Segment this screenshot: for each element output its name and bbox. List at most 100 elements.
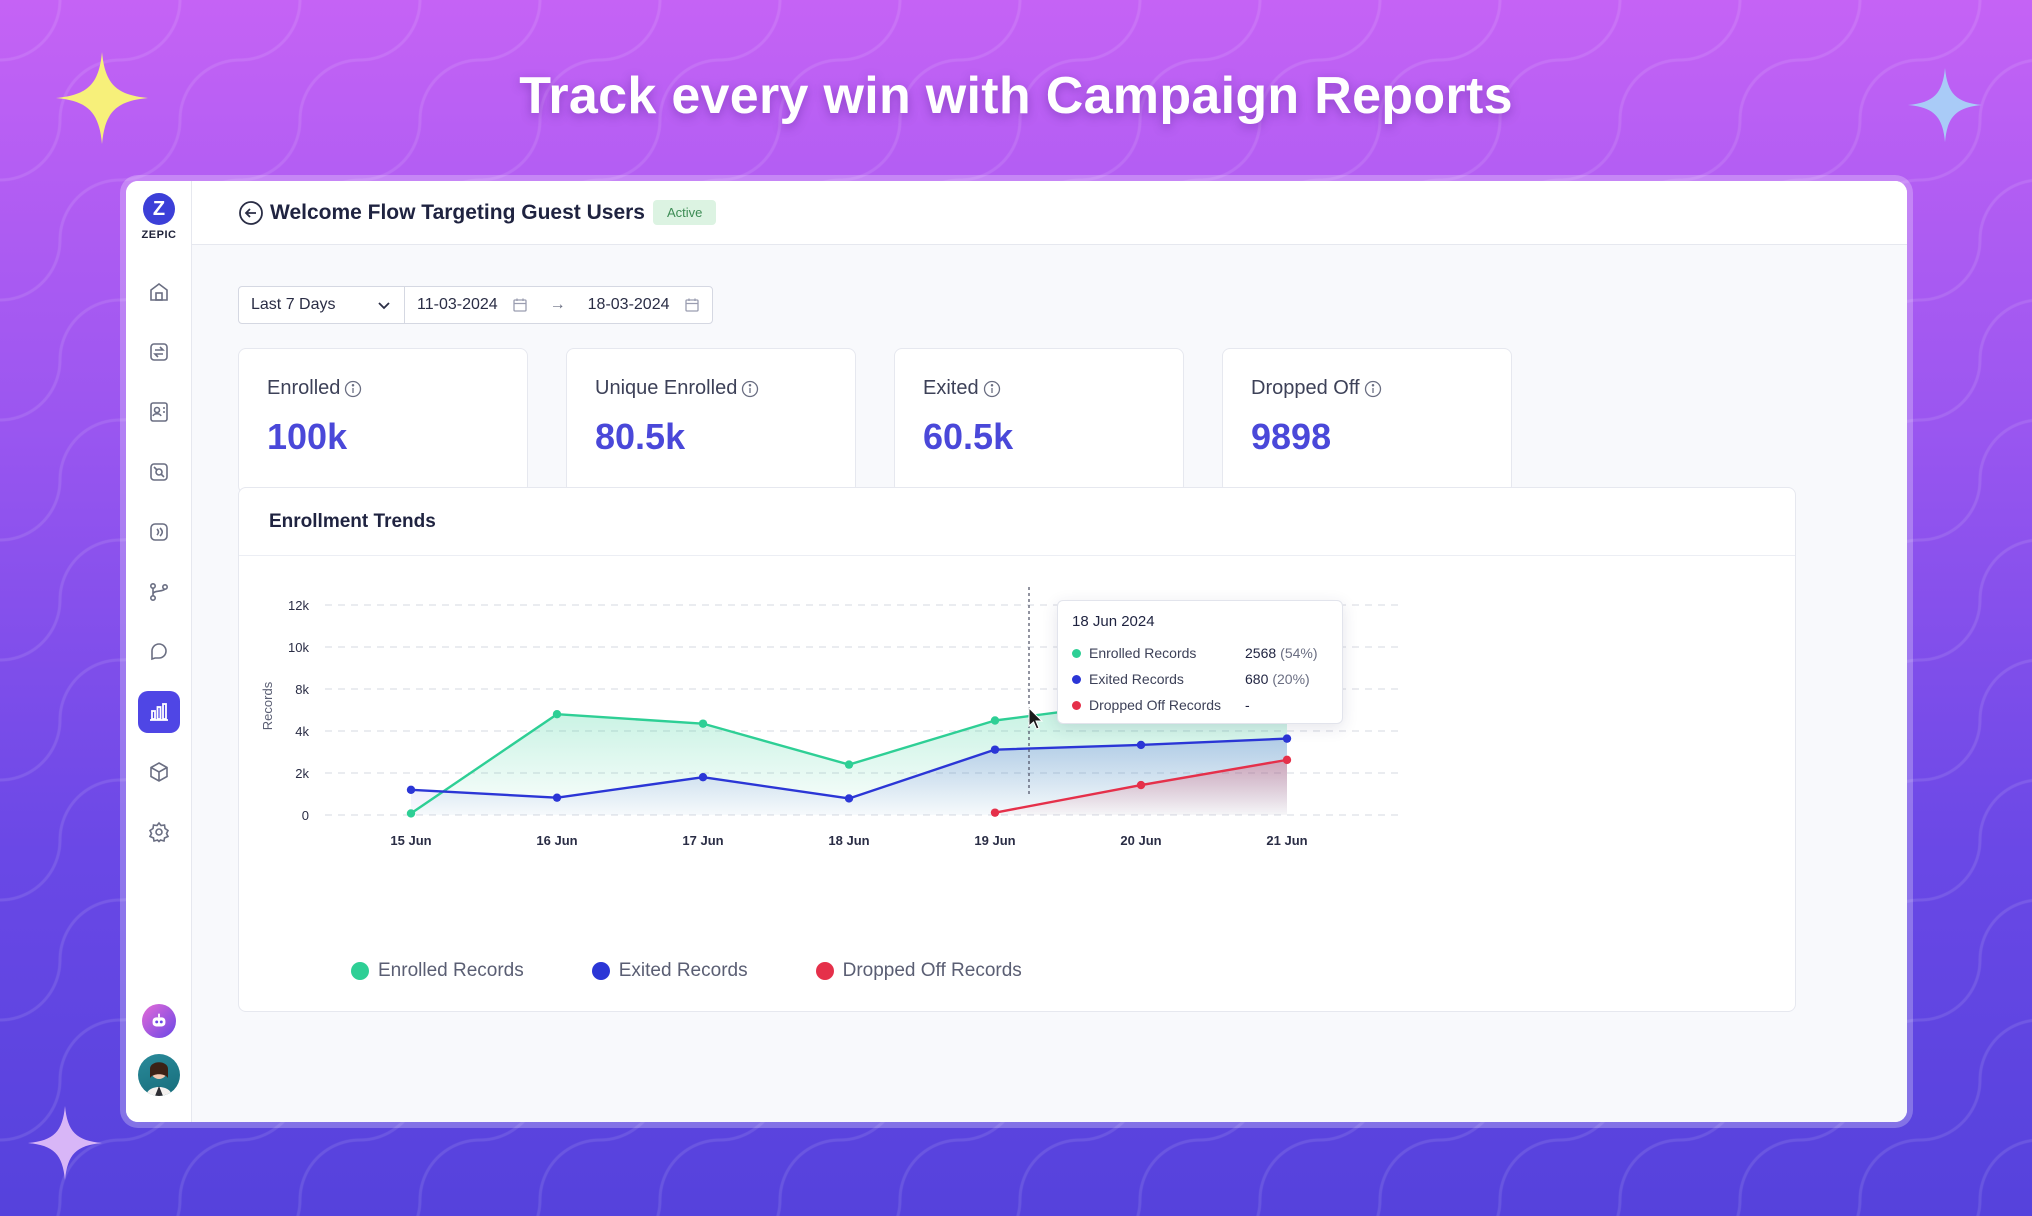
avatar[interactable]	[138, 1054, 180, 1096]
tooltip-row-exited: Exited Records 680 (20%)	[1072, 666, 1328, 692]
range-dropdown[interactable]: Last 7 Days	[239, 287, 405, 323]
legend-label: Exited Records	[618, 960, 748, 981]
stat-label: Exited	[923, 377, 979, 399]
y-tick-label: 8k	[295, 682, 309, 697]
info-icon[interactable]	[344, 380, 362, 398]
nav-contacts[interactable]	[138, 391, 180, 433]
info-icon[interactable]	[741, 380, 759, 398]
stats-row: Enrolled 100k Unique Enrolled 80.5k Exit…	[238, 348, 1512, 494]
start-date-input[interactable]: 11-03-2024	[405, 287, 540, 323]
legend-dot	[815, 962, 834, 980]
chart-title: Enrollment Trends	[239, 488, 1795, 556]
stat-card-enrolled: Enrolled 100k	[238, 348, 528, 494]
legend-dot	[351, 962, 369, 980]
legend-label: Enrolled Records	[378, 960, 524, 981]
channels-icon	[150, 523, 168, 541]
stat-label-row: Dropped Off	[1251, 377, 1483, 400]
settings-icon	[148, 821, 170, 843]
tooltip-series-name: Exited Records	[1089, 671, 1184, 687]
nav-reports[interactable]	[138, 691, 180, 733]
chevron-down-icon	[378, 302, 390, 310]
stat-value: 100k	[267, 416, 348, 457]
x-tick-label: 16 Jun	[536, 833, 577, 848]
conversations-icon	[151, 643, 167, 661]
legend-dot	[1072, 648, 1081, 658]
tooltip-row-enrolled: Enrolled Records 2568 (54%)	[1072, 640, 1328, 666]
end-date-input[interactable]: 18-03-2024	[576, 287, 712, 323]
date-filter: Last 7 Days 11-03-2024 → 18-03-2024	[238, 286, 713, 324]
data-point-exited	[698, 773, 708, 782]
x-tick-label: 18 Jun	[828, 833, 869, 848]
data-point-enrolled	[990, 716, 1000, 725]
data-point-enrolled	[406, 809, 416, 818]
start-date-value: 11-03-2024	[417, 296, 498, 313]
date-range-arrow: →	[549, 296, 566, 313]
brand-logo[interactable]: Z ZEPIC	[126, 193, 192, 241]
data-point-enrolled	[698, 719, 708, 728]
data-point-enrolled	[844, 760, 854, 769]
tooltip-series-pct: (54%)	[1280, 645, 1318, 661]
x-tick-label: 21 Jun	[1266, 833, 1307, 848]
legend-dot	[1072, 674, 1081, 684]
y-tick-label: 10k	[288, 640, 309, 655]
data-point-exited	[1282, 734, 1292, 743]
legend-item-dropped[interactable]: Dropped Off Records	[815, 960, 1022, 982]
enrollment-chart[interactable]: 0 2k 4k 8k 10k 12k Records 15 Jun 16 Jun 17 Jun 18…	[239, 556, 1795, 956]
tooltip-series-name: Enrolled Records	[1089, 645, 1197, 661]
sparkle-icon	[28, 1106, 102, 1180]
nav-templates[interactable]	[138, 451, 180, 493]
nav-settings[interactable]	[138, 811, 180, 853]
data-point-enrolled	[552, 710, 562, 719]
flows-icon	[149, 582, 169, 602]
assistant-bot-icon[interactable]	[142, 1004, 176, 1038]
y-tick-label: 2k	[295, 766, 309, 781]
status-badge: Active	[652, 200, 717, 225]
end-date-value: 18-03-2024	[587, 296, 670, 313]
sidebar: Z ZEPIC	[126, 181, 192, 1122]
mouse-cursor-icon	[1028, 707, 1044, 730]
back-arrow-icon[interactable]	[238, 200, 264, 226]
nav-channels[interactable]	[138, 511, 180, 553]
stat-card-exited: Exited 60.5k	[894, 348, 1184, 494]
data-point-exited	[844, 794, 854, 803]
nav-home[interactable]	[138, 271, 180, 313]
nav-conversations[interactable]	[138, 631, 180, 673]
home-icon	[150, 283, 168, 301]
legend-label: Dropped Off Records	[842, 960, 1022, 981]
legend-dot	[1072, 700, 1081, 710]
tooltip-series-value: -	[1245, 697, 1250, 713]
main-content: Welcome Flow Targeting Guest Users Activ…	[192, 181, 1907, 1122]
stat-label: Enrolled	[267, 377, 341, 399]
nav-campaigns[interactable]	[138, 331, 180, 373]
nav-flows[interactable]	[138, 571, 180, 613]
data-point-dropped	[990, 808, 1000, 817]
y-tick-label: 12k	[288, 598, 309, 613]
legend-dot	[591, 962, 610, 980]
x-tick-label: 20 Jun	[1120, 833, 1161, 848]
y-tick-label: 0	[302, 808, 309, 823]
x-tick-label: 15 Jun	[390, 833, 431, 848]
headline: Track every win with Campaign Reports	[519, 67, 1513, 125]
page-header: Welcome Flow Targeting Guest Users Activ…	[192, 181, 1907, 245]
data-point-exited	[1136, 740, 1146, 750]
data-point-dropped	[1136, 780, 1146, 790]
info-icon[interactable]	[983, 380, 1001, 398]
range-dropdown-label: Last 7 Days	[251, 296, 336, 313]
legend-item-enrolled[interactable]: Enrolled Records	[351, 960, 524, 982]
campaigns-icon	[150, 343, 168, 361]
info-icon[interactable]	[1364, 380, 1382, 398]
tooltip-series-value: 680	[1245, 671, 1269, 687]
data-point-dropped	[1282, 755, 1292, 765]
stat-card-unique-enrolled: Unique Enrolled 80.5k	[566, 348, 856, 494]
tooltip-series-value: 2568	[1245, 645, 1277, 661]
contacts-icon	[150, 402, 168, 422]
x-tick-label: 17 Jun	[682, 833, 723, 848]
sparkle-icon	[1908, 68, 1982, 142]
nav-products[interactable]	[138, 751, 180, 793]
stat-label-row: Enrolled	[267, 377, 499, 400]
legend-item-exited[interactable]: Exited Records	[591, 960, 748, 982]
tooltip-series-name: Dropped Off Records	[1089, 697, 1222, 713]
templates-icon	[150, 463, 168, 481]
app-window: Z ZEPIC	[126, 181, 1907, 1122]
stat-label: Unique Enrolled	[595, 377, 738, 399]
